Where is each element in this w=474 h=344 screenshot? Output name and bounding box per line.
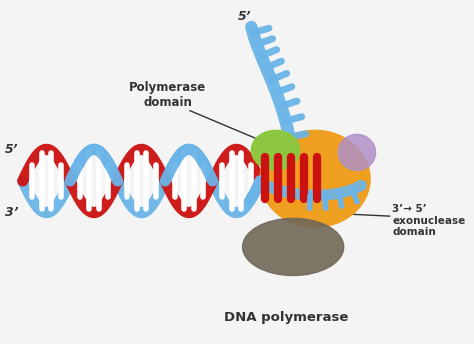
Ellipse shape — [338, 135, 375, 170]
Text: Polymerase
domain: Polymerase domain — [129, 81, 207, 109]
Ellipse shape — [251, 130, 300, 170]
Text: 5’: 5’ — [5, 143, 18, 156]
Text: 3’: 3’ — [5, 206, 18, 219]
Text: 3’→ 5’
exonuclease
domain: 3’→ 5’ exonuclease domain — [392, 204, 465, 237]
Text: 5’: 5’ — [238, 10, 252, 23]
Ellipse shape — [243, 218, 344, 276]
Text: DNA polymerase: DNA polymerase — [224, 311, 349, 324]
Ellipse shape — [260, 130, 370, 227]
